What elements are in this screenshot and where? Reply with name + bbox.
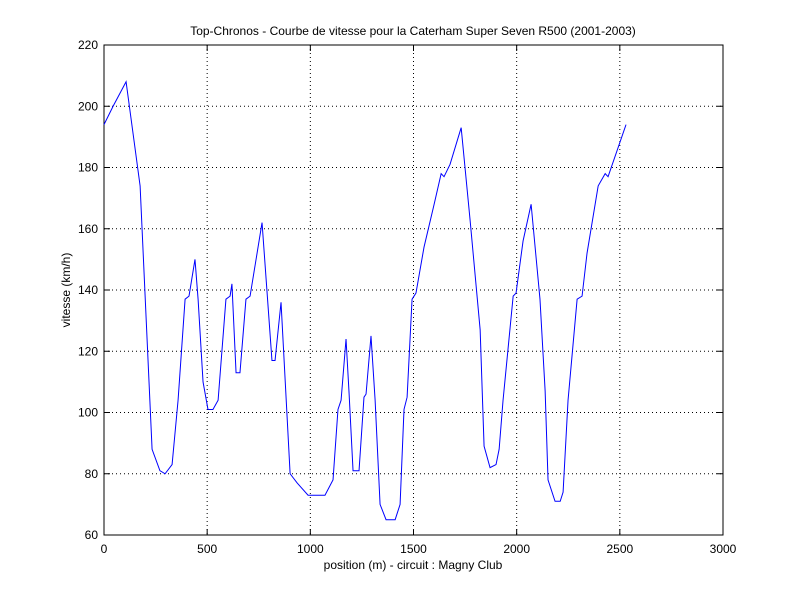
plot-frame [103, 44, 724, 536]
x-tick-label: 1000 [297, 542, 324, 556]
y-tick-label: 220 [78, 38, 98, 52]
y-tick-label: 60 [85, 528, 99, 542]
data-line [103, 80, 627, 521]
y-tick-label: 160 [78, 222, 98, 236]
x-tick-label: 1500 [400, 542, 427, 556]
y-tick-label: 140 [78, 283, 98, 297]
y-axis-label: vitesse (km/h) [59, 253, 73, 328]
x-tick-label: 0 [101, 542, 108, 556]
x-tick-label: 2500 [606, 542, 633, 556]
chart-title: Top-Chronos - Courbe de vitesse pour la … [190, 24, 636, 38]
x-tick-label: 500 [197, 542, 217, 556]
x-tick-label: 3000 [710, 542, 737, 556]
y-tick-label: 120 [78, 344, 98, 358]
y-tick-label: 100 [78, 406, 98, 420]
x-axis-label: position (m) - circuit : Magny Club [324, 558, 503, 572]
y-tick-label: 180 [78, 161, 98, 175]
x-tick-label: 2000 [503, 542, 530, 556]
y-tick-label: 200 [78, 99, 98, 113]
y-tick-label: 80 [85, 467, 99, 481]
